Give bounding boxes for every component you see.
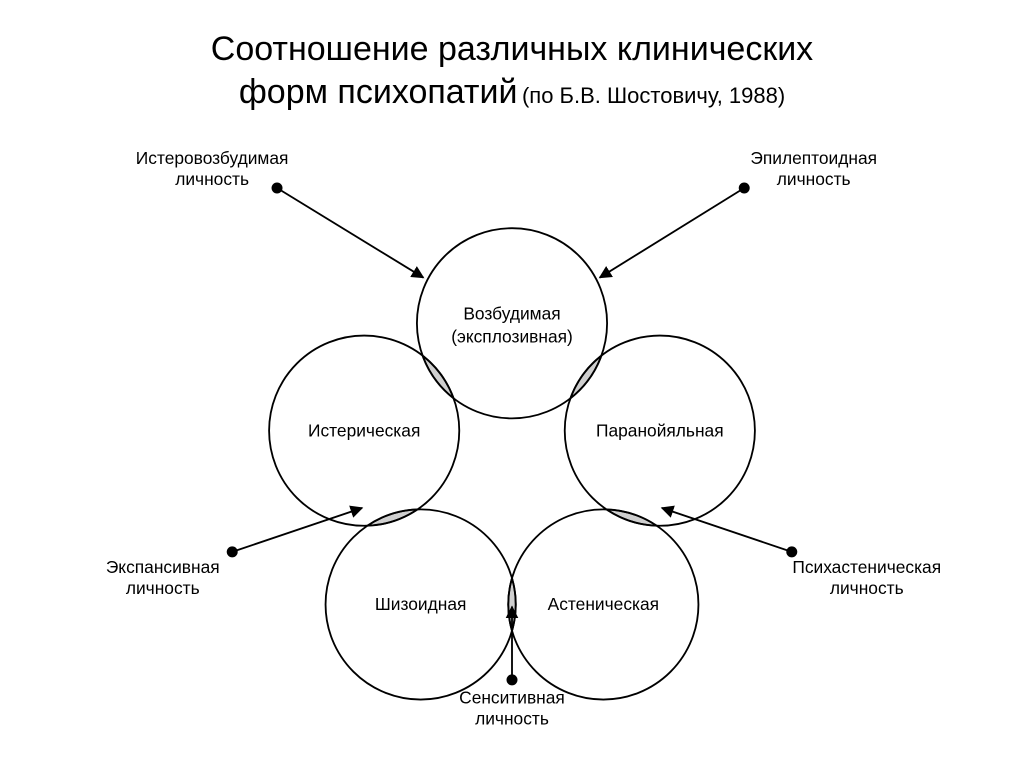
title-line1: Соотношение различных клинических	[0, 28, 1024, 71]
overlap-lens	[423, 356, 454, 399]
venn-diagram: Возбудимая(эксплозивная) Паранойяльная Аст…	[0, 113, 1024, 753]
overlap-label: Истеровозбудимая	[136, 148, 289, 168]
overlap-label: Психастеническая	[792, 557, 941, 577]
overlap-label: личность	[175, 169, 249, 189]
overlap-labels: ИстеровозбудимаяличностьЭпилептоиднаялич…	[106, 148, 941, 728]
leader-line	[662, 508, 792, 552]
circle-label: Шизоидная	[375, 594, 467, 614]
overlap-lenses	[367, 356, 656, 631]
title-line2: форм психопатий (по Б.В. Шостовичу, 1988…	[0, 71, 1024, 114]
leader-dot	[739, 182, 750, 193]
overlap-lens	[607, 509, 657, 525]
leader-dot	[272, 182, 283, 193]
leader-dot	[507, 674, 518, 685]
leader-dot	[786, 546, 797, 557]
title-line2-sub: (по Б.В. Шостовичу, 1988)	[522, 83, 785, 108]
leader-line	[600, 188, 744, 278]
overlap-label: Сенситивная	[459, 688, 565, 708]
leader-line	[232, 508, 362, 552]
overlap-label: Эпилептоидная	[750, 148, 877, 168]
overlap-label: личность	[475, 709, 549, 729]
leader-dot	[227, 546, 238, 557]
overlap-lens	[367, 509, 417, 525]
overlap-label: личность	[777, 169, 851, 189]
circle-label: Астеническая	[548, 594, 659, 614]
circle-label: Истерическая	[308, 420, 420, 440]
overlap-label: личность	[830, 578, 904, 598]
title: Соотношение различных клинических форм п…	[0, 0, 1024, 113]
circle-label: Возбудимая	[463, 304, 560, 324]
overlap-label: личность	[126, 578, 200, 598]
leader-line	[277, 188, 423, 278]
title-line2-main: форм психопатий	[239, 73, 518, 111]
circle-label: Паранойяльная	[596, 420, 724, 440]
overlap-label: Экспансивная	[106, 557, 220, 577]
overlap-lens	[570, 356, 601, 399]
circle-label: (эксплозивная)	[451, 326, 573, 346]
